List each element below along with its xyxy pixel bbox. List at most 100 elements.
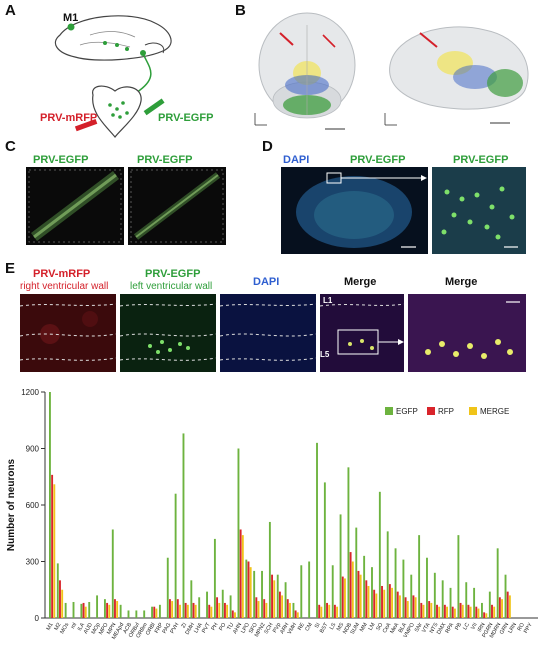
x-tick-label: PVp — [272, 622, 282, 634]
panel-e-mrfp-image — [20, 294, 116, 372]
bar-egfp — [253, 570, 256, 618]
x-tick-label: ml — [70, 622, 78, 630]
legend-swatch-egfp — [385, 407, 393, 415]
x-tick-label: MOs — [59, 622, 70, 635]
x-tick-label: LM — [368, 622, 377, 632]
x-tick-label: PVH — [169, 622, 180, 635]
x-tick-label: MPN — [106, 622, 117, 636]
bar-egfp — [111, 529, 114, 618]
x-tick-label: AUD — [83, 622, 94, 635]
x-tick-label: LHA — [193, 622, 204, 635]
x-tick-label: MeA — [389, 622, 400, 635]
bar-egfp — [504, 574, 507, 618]
panel-e-letter: E — [5, 260, 16, 277]
bar-rfp — [491, 604, 493, 618]
x-tick-label: AHN — [232, 622, 243, 635]
bar-merge — [391, 587, 394, 618]
panel-d-brain-section — [281, 167, 428, 254]
x-tick-label: CM — [304, 622, 314, 633]
x-tick-label: SCH — [264, 622, 275, 635]
bar-rfp — [420, 602, 423, 618]
m1-label: M1 — [63, 12, 79, 24]
x-tick-label: SO — [375, 621, 385, 632]
bar-egfp — [88, 601, 91, 618]
panel-b-brain-3d-side — [375, 5, 540, 135]
panel-d-zoom-title: PRV-EGFP — [453, 154, 509, 166]
bar-merge — [226, 604, 229, 618]
bar-rfp — [388, 584, 391, 618]
bar-egfp — [56, 563, 59, 618]
bar-egfp — [410, 574, 413, 618]
bar-rfp — [451, 606, 454, 618]
bar-rfp — [459, 602, 462, 618]
bar-egfp — [198, 597, 201, 618]
bar-egfp — [481, 602, 483, 618]
bar-rfp — [106, 602, 109, 618]
legend-swatch-merge — [469, 407, 477, 415]
bar-egfp — [457, 535, 460, 618]
panel-e-egfp-image — [120, 294, 216, 372]
x-tick-label: SUM — [350, 622, 362, 636]
bar-merge — [273, 580, 276, 618]
bar-egfp — [166, 557, 169, 618]
bar-merge — [469, 606, 472, 618]
bar-egfp — [174, 493, 177, 618]
bar-merge — [446, 606, 448, 618]
bar-egfp — [433, 572, 436, 618]
x-tick-label: RO — [517, 621, 527, 632]
bar-egfp — [135, 610, 138, 618]
bar-merge — [430, 602, 433, 618]
bar-rfp — [506, 591, 509, 618]
legend-label-merge: MERGE — [480, 407, 509, 416]
bar-merge — [53, 484, 56, 618]
bar-rfp — [318, 604, 321, 618]
y-tick-label: 600 — [26, 501, 40, 510]
bar-egfp — [190, 580, 193, 618]
prv-mrfp-injection-label: PRV-mRFP — [40, 112, 98, 124]
legend-swatch-rfp — [427, 407, 435, 415]
bar-egfp — [237, 448, 240, 618]
x-tick-label: NDB — [342, 622, 353, 635]
x-tick-label: MM — [359, 622, 369, 633]
bar-rfp — [114, 599, 116, 618]
x-tick-label: LPO — [240, 621, 251, 634]
x-tick-label: DMH — [185, 622, 196, 636]
x-tick-label: PB — [454, 622, 463, 632]
bar-merge — [116, 601, 119, 618]
bar-egfp — [339, 514, 342, 618]
bar-egfp — [96, 595, 99, 618]
y-tick-label: 300 — [26, 558, 40, 567]
x-tick-label: PPY — [523, 622, 534, 635]
x-tick-label: BLA — [398, 622, 409, 634]
bar-egfp — [300, 565, 303, 618]
panel-e-col1-title: PRV-mRFP — [33, 268, 91, 280]
neuron-count-bar-chart: 0 300 600 900 1200 Number of neurons M1 M2 MOs ml… — [0, 380, 545, 649]
bar-egfp — [449, 587, 452, 618]
bar-merge — [343, 578, 346, 618]
bar-egfp — [72, 601, 75, 618]
bar-merge — [414, 597, 417, 618]
bar-egfp — [323, 482, 326, 618]
bar-egfp — [488, 591, 491, 618]
layer-l1-label: L1 — [323, 296, 333, 305]
bar-egfp — [426, 557, 428, 618]
bar-merge — [194, 604, 197, 618]
bar-merge — [383, 589, 386, 618]
bar-egfp — [276, 574, 279, 618]
bar-merge — [281, 595, 284, 618]
bar-egfp — [245, 559, 248, 618]
bar-egfp — [151, 606, 153, 618]
bar-egfp — [316, 442, 318, 618]
bar-rfp — [59, 580, 61, 618]
x-tick-label: PAG — [162, 622, 173, 635]
bar-rfp — [247, 561, 250, 618]
bar-egfp — [292, 602, 295, 618]
panel-e-col4-title: Merge — [344, 276, 377, 288]
layer-l5-label: L5 — [320, 350, 330, 359]
bar-egfp — [127, 610, 130, 618]
panel-e-col1-subtitle: right ventricular wall — [20, 281, 109, 292]
bar-egfp — [441, 580, 444, 618]
bar-merge — [257, 601, 260, 618]
bar-rfp — [428, 601, 431, 618]
